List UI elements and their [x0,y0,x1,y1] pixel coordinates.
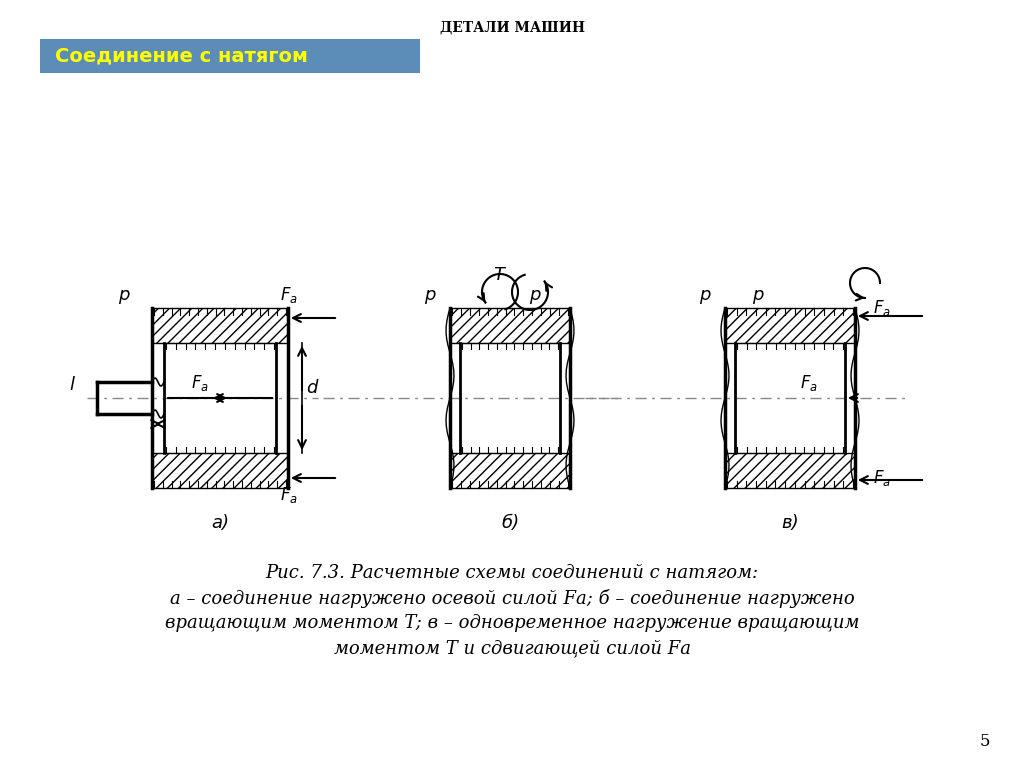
Text: 5: 5 [980,733,990,750]
Text: $F_a$: $F_a$ [280,485,298,505]
Bar [40,39,420,73]
Text: $p$: $p$ [528,288,542,306]
Bar [152,453,288,488]
Text: $l$: $l$ [69,376,76,394]
Bar [725,453,855,488]
Bar [450,453,570,488]
Text: Соединение с натягом: Соединение с натягом [55,47,308,65]
Text: вращающим моментом T; в – одновременное нагружение вращающим: вращающим моментом T; в – одновременное … [165,614,859,632]
Bar [725,308,855,343]
Text: ДЕТАЛИ МАШИН: ДЕТАЛИ МАШИН [439,21,585,35]
Text: $p$: $p$ [424,288,436,306]
Text: $F_a$: $F_a$ [800,373,818,393]
Bar [450,308,570,343]
Text: в): в) [781,514,799,532]
Text: $F_a$: $F_a$ [873,298,891,318]
Text: а – соединение нагружено осевой силой Fа; б – соединение нагружено: а – соединение нагружено осевой силой Fа… [170,588,854,607]
Text: Рис. 7.3. Расчетные схемы соединений с натягом:: Рис. 7.3. Расчетные схемы соединений с н… [265,564,759,582]
Text: моментом T и сдвигающей силой Fа: моментом T и сдвигающей силой Fа [334,639,690,657]
Text: $p$: $p$ [698,288,712,306]
Text: $p$: $p$ [752,288,764,306]
Text: б): б) [501,514,519,532]
Text: а): а) [211,514,229,532]
Text: $F_a$: $F_a$ [280,285,298,305]
Bar [152,308,288,343]
Text: $F_a$: $F_a$ [873,468,891,488]
Text: $d$: $d$ [306,379,319,397]
Text: $p$: $p$ [118,288,130,306]
Text: $T$: $T$ [493,266,507,284]
Text: $F_a$: $F_a$ [191,373,209,393]
